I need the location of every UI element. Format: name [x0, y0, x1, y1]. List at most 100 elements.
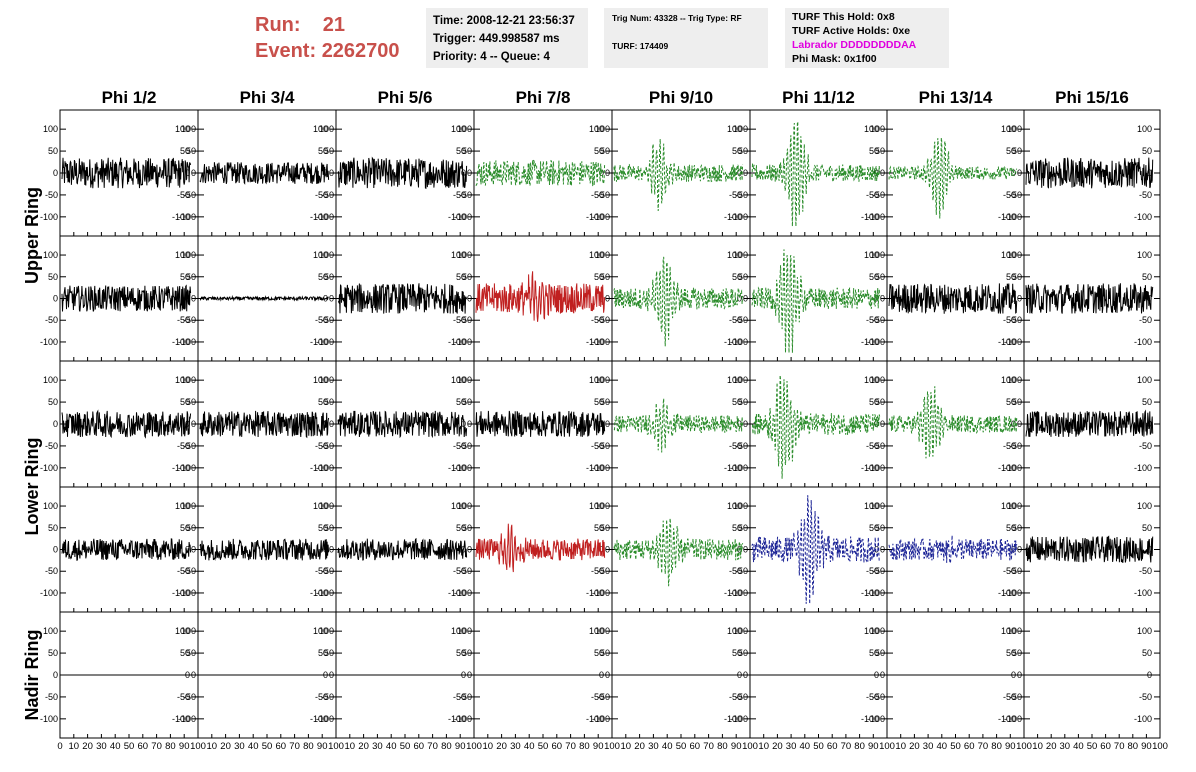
panel-r4-c4-ytick-label-right: -100 — [724, 714, 742, 724]
panel-r4-c2-ytick-label-left: 50 — [324, 648, 334, 658]
panel-r0-c3-trace — [475, 159, 606, 188]
xtick-label-c4-10: 100 — [742, 741, 758, 752]
panel-r1-c4-trace — [613, 256, 744, 347]
panel-r1-c0-ytick-label-left: 100 — [43, 250, 58, 260]
panel-r2-c4-ytick-label-right: 0 — [737, 419, 742, 429]
panel-r1-c0-ytick-label-right: -50 — [177, 315, 190, 325]
panel-r0-c3-ytick-label-left: -50 — [459, 190, 472, 200]
panel-r2-c4-ytick-label-right: 50 — [732, 397, 742, 407]
panel-r0-c1-trace — [199, 162, 330, 185]
xtick-label-c6-6: 60 — [964, 741, 975, 752]
panel-r4-c6-ytick-label-right: -100 — [998, 714, 1016, 724]
panel-r3-c7-trace — [1025, 535, 1154, 563]
panel-r2-c3-trace — [475, 410, 606, 438]
xtick-label-c2-9: 90 — [455, 741, 466, 752]
panel-r0-c4-ytick-label-left: 100 — [595, 124, 610, 134]
run-event-block: Run: 21 Event: 2262700 — [255, 12, 400, 64]
panel-r4-c0-ytick-label-left: 100 — [43, 626, 58, 636]
panel-r2-c7-trace — [1025, 409, 1154, 437]
column-header-phi-5: Phi 9/10 — [649, 88, 713, 107]
panel-r2-c3-ytick-label-right: 100 — [589, 375, 604, 385]
panel-r2-c6-ytick-label-left: -50 — [872, 441, 885, 451]
panel-r0-c6-ytick-label-right: -50 — [1003, 190, 1016, 200]
panel-r4-c3-ytick-label-right: 100 — [589, 626, 604, 636]
panel-r4-c6-ytick-label-left: -100 — [867, 714, 885, 724]
xtick-label-c6-10: 100 — [1016, 741, 1032, 752]
panel-r3-c4-ytick-label-left: -50 — [597, 566, 610, 576]
panel-r3-c1-ytick-label-left: -50 — [183, 566, 196, 576]
panel-r4-c6-ytick-label-left: 0 — [880, 670, 885, 680]
panel-r0-c7-ytick-label-left: 100 — [1007, 124, 1022, 134]
panel-r3-c2-ytick-label-left: -50 — [321, 566, 334, 576]
panel-r1-c3-ytick-label-left: -100 — [454, 337, 472, 347]
panel-r2-c2-ytick-label-right: -50 — [453, 441, 466, 451]
panel-r0-c1-ytick-label-left: 0 — [191, 168, 196, 178]
panel-r2-c1-ytick-label-left: 100 — [181, 375, 196, 385]
panel-r1-c6-trace — [888, 283, 1018, 315]
panel-r4-c7-ytick-label-left: -50 — [1009, 692, 1022, 702]
panel-r3-c2-trace — [337, 537, 468, 561]
xtick-label-c1-1: 10 — [207, 741, 218, 752]
panel-r4-c5-ytick-label-left: 50 — [738, 648, 748, 658]
xtick-label-c5-2: 20 — [772, 741, 783, 752]
panel-r3-c0-trace — [61, 538, 192, 561]
turf-active-holds-text: TURF Active Holds: 0xe — [792, 25, 911, 37]
panel-r3-c1-ytick-label-right: -50 — [315, 566, 328, 576]
trigger-info-box: Trig Num: 43328 -- Trig Type: RF TURF: 1… — [604, 8, 768, 68]
panel-r3-c7-ytick-label-left: 100 — [1007, 501, 1022, 511]
xtick-label-c1-2: 20 — [220, 741, 231, 752]
panel-r0-c5-ytick-label-right: 50 — [869, 146, 879, 156]
panel-r2-c0-trace — [61, 409, 192, 439]
panel-r1-c7-ytick-label-right: 50 — [1142, 272, 1152, 282]
panel-r0-c3-ytick-label-right: 100 — [589, 124, 604, 134]
xtick-label-c2-6: 60 — [414, 741, 425, 752]
panel-r2-c2-ytick-label-left: 100 — [319, 375, 334, 385]
panel-r2-c2-ytick-label-left: -50 — [321, 441, 334, 451]
panel-r2-c5-ytick-label-right: 100 — [864, 375, 879, 385]
panel-r3-c6-ytick-label-right: -50 — [1003, 566, 1016, 576]
panel-r3-c0-ytick-label-left: -50 — [45, 566, 58, 576]
phi-mask-text: Phi Mask: 0x1f00 — [792, 53, 877, 65]
turf-info-box: TURF This Hold: 0x8 TURF Active Holds: 0… — [785, 8, 949, 68]
panel-r0-c1-ytick-label-right: -50 — [315, 190, 328, 200]
panel-r4-c0-ytick-label-right: -100 — [172, 714, 190, 724]
xtick-label-c1-4: 40 — [248, 741, 259, 752]
panel-r0-c0-ytick-label-left: -100 — [40, 212, 58, 222]
turf-this-hold-text: TURF This Hold: 0x8 — [792, 11, 895, 23]
panel-r0-c5-ytick-label-left: -50 — [735, 190, 748, 200]
panel-r3-c5-ytick-label-left: 100 — [733, 501, 748, 511]
panel-r3-c2-ytick-label-right: -50 — [453, 566, 466, 576]
panel-r0-c7-trace — [1025, 157, 1154, 189]
panel-r4-c3-ytick-label-right: 50 — [594, 648, 604, 658]
xtick-label-c5-1: 10 — [758, 741, 769, 752]
panel-r2-c0-ytick-label-right: 100 — [175, 375, 190, 385]
panel-r1-c3-ytick-label-right: 50 — [594, 272, 604, 282]
panel-r3-c5-ytick-label-left: -50 — [735, 566, 748, 576]
xtick-label-c4-8: 80 — [717, 741, 728, 752]
panel-r3-c2-ytick-label-left: -100 — [316, 588, 334, 598]
panel-r4-c5-ytick-label-left: 0 — [743, 670, 748, 680]
xtick-label-c5-8: 80 — [854, 741, 865, 752]
panel-r2-c1-ytick-label-right: 50 — [318, 397, 328, 407]
panel-r4-c2-ytick-label-left: -50 — [321, 692, 334, 702]
panel-r2-c1-ytick-label-left: -50 — [183, 441, 196, 451]
panel-r1-c5-ytick-label-left: 0 — [743, 294, 748, 304]
xtick-label-c4-1: 10 — [621, 741, 632, 752]
panel-r1-c2-ytick-label-right: 100 — [451, 250, 466, 260]
panel-r1-c2-ytick-label-right: -50 — [453, 315, 466, 325]
panel-r0-c4-ytick-label-right: -100 — [724, 212, 742, 222]
panel-r4-c0-ytick-label-right: -50 — [177, 692, 190, 702]
run-label: Run: — [255, 14, 301, 36]
panel-r2-c6-ytick-label-right: -100 — [998, 463, 1016, 473]
panel-r3-c4-trace — [613, 518, 744, 587]
panel-r0-c6-ytick-label-left: -100 — [867, 212, 885, 222]
panel-r3-c4-ytick-label-left: 0 — [605, 545, 610, 555]
xtick-label-c7-5: 50 — [1087, 741, 1098, 752]
panel-r1-c6-ytick-label-right: 50 — [1006, 272, 1016, 282]
panel-r2-c3-ytick-label-left: -100 — [454, 463, 472, 473]
panel-r4-c7-ytick-label-left: 100 — [1007, 626, 1022, 636]
column-header-phi-4: Phi 7/8 — [516, 88, 571, 107]
panel-r1-c1-ytick-label-left: 0 — [191, 294, 196, 304]
panel-r1-c0-ytick-label-left: -50 — [45, 315, 58, 325]
panel-r4-c4-ytick-label-left: 0 — [605, 670, 610, 680]
